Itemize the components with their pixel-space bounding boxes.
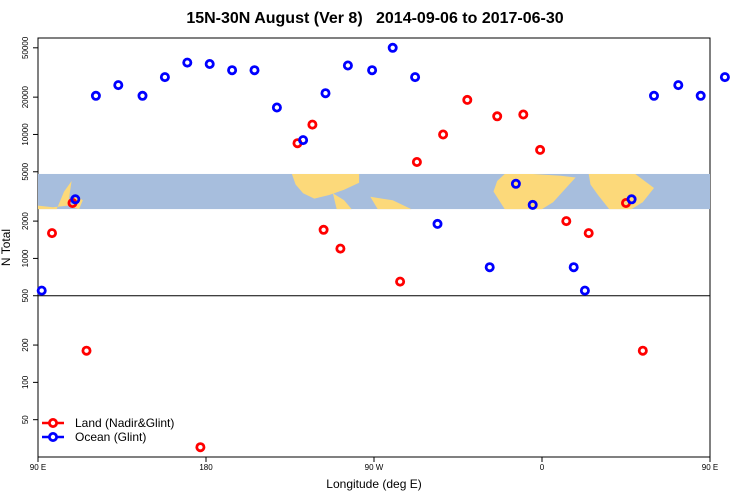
ocean-point [719,72,730,83]
y-tick-label: 5000 [21,162,30,180]
y-axis-title: N Total [0,229,13,266]
y-axis: 50 100 200 500 1000 2000 5000 10000 20000 50000 [21,36,38,424]
plot-frame [37,37,711,458]
y-tick-label: 10000 [21,123,30,146]
ocean-point [673,80,684,91]
map-land-6 [588,174,654,210]
land-point [438,129,449,140]
x-tick-label: 90 W [365,463,384,472]
world-map-strip [38,173,710,210]
ocean-point [510,178,521,189]
x-tick-label: 0 [540,463,545,472]
map-land-2 [291,174,360,199]
land-point [195,442,206,453]
ocean-point [227,65,238,76]
land-point [307,119,318,130]
land-point [535,144,546,155]
land-point [81,345,92,356]
ocean-point [249,65,260,76]
legend-item-land: Land (Nadir&Glint) [42,416,174,430]
ocean-point [342,60,353,71]
ocean-point [432,218,443,229]
legend: Land (Nadir&Glint)Ocean (Glint) [42,416,174,444]
map-land-3 [332,193,352,210]
x-tick-label: 90 E [30,463,46,472]
land-point [492,111,503,122]
legend-item-ocean: Ocean (Glint) [42,430,146,444]
legend-label: Ocean (Glint) [75,430,146,444]
x-axis-title: Longitude (deg E) [326,477,421,491]
map-land-7 [616,193,636,210]
ocean-point [484,262,495,273]
ocean-point [36,285,47,296]
land-point [395,276,406,287]
ocean-point [320,88,331,99]
ocean-point [367,65,378,76]
y-tick-label: 200 [21,338,30,352]
x-tick-label: 90 E [702,463,718,472]
y-tick-label: 100 [21,375,30,389]
ocean-point [695,90,706,101]
land-point [47,228,58,239]
map-land-5 [493,174,576,210]
ocean-point [579,285,590,296]
ocean-point [113,80,124,91]
ocean-point [568,262,579,273]
land-point [462,94,473,105]
ocean-point [298,135,309,146]
land-point [411,156,422,167]
data-points [36,42,730,453]
ocean-point [527,199,538,210]
y-tick-label: 500 [21,289,30,303]
ocean-point [182,57,193,68]
ocean-point [159,72,170,83]
y-tick-label: 2000 [21,212,30,230]
land-point [561,216,572,227]
land-point [318,224,329,235]
land-point [518,109,529,120]
legend-marker [48,431,59,442]
land-point [637,345,648,356]
ocean-point [649,90,660,101]
land-point [583,228,594,239]
y-tick-label: 50000 [21,36,30,59]
ocean-point [137,90,148,101]
x-tick-label: 180 [199,463,213,472]
legend-marker [48,417,59,428]
ocean-point [70,194,81,205]
x-axis: 90 E 180 90 W 0 90 E [30,457,718,472]
ocean-point [271,102,282,113]
ocean-point [204,59,215,70]
y-tick-label: 50 [21,415,30,424]
ocean-point [410,72,421,83]
map-land-4 [370,196,412,210]
map-land-0 [38,181,72,210]
legend-label: Land (Nadir&Glint) [75,416,174,430]
ocean-point [90,90,101,101]
y-tick-label: 20000 [21,85,30,108]
ocean-point [387,42,398,53]
y-tick-label: 1000 [21,249,30,267]
land-point [335,243,346,254]
chart-title: 15N-30N August (Ver 8) 2014-09-06 to 201… [186,10,564,27]
ocean-point [626,194,637,205]
